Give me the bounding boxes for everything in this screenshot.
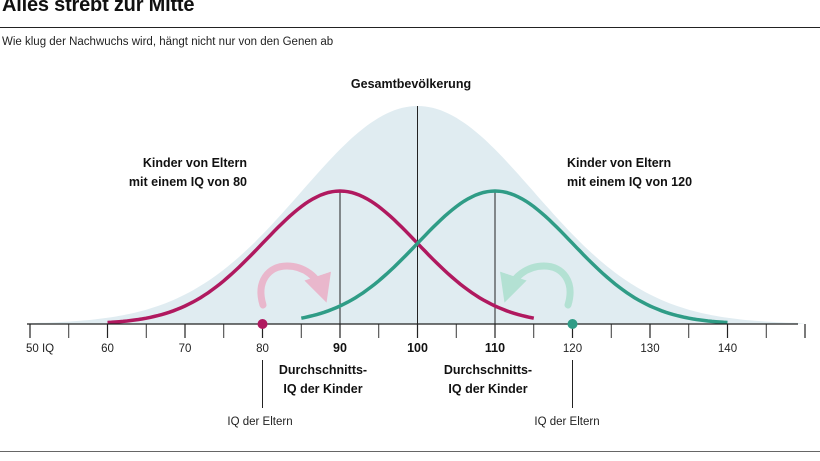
x-tick-label-140: 140 [718,343,737,355]
x-tick-label-130: 130 [640,343,659,355]
x-tick-label-110: 110 [485,341,505,355]
curve-children-parents-120 [300,189,728,325]
x-tick-label-120: 120 [563,343,582,355]
population-label: Gesamtbevölkerung [351,77,471,91]
parent-iq-label-120: IQ der Eltern [534,416,599,428]
x-tick-label-60: 60 [101,343,114,355]
population-area [27,106,805,324]
right-group-label-line1: Kinder von Eltern [567,156,671,170]
chart-title: Alles strebt zur Mitte [2,0,195,16]
x-tick-label-80: 80 [256,343,269,355]
parent-iq-label-80: IQ der Eltern [227,416,292,428]
regression-arrow-120 [500,262,574,309]
child-mean-label-110-line1: Durchschnitts- [444,363,532,377]
left-group-label-line2: mit einem IQ von 80 [129,175,247,189]
chart-subtitle: Wie klug der Nachwuchs wird, hängt nicht… [2,36,334,48]
left-group-label-line1: Kinder von Eltern [143,156,247,170]
x-tick-label-90: 90 [333,341,347,355]
x-tick-label-50: 50 IQ [26,343,54,355]
footer-rule [0,451,820,452]
right-group-label-line2: mit einem IQ von 120 [567,175,692,189]
curve-children-parents-80 [107,189,535,325]
regression-arrow-80 [257,262,331,309]
parent-iq-point-80 [257,319,268,329]
parent-iq-point-120 [567,319,578,329]
child-mean-label-90-line2: IQ der Kinder [283,382,362,396]
title-rule [0,27,820,28]
x-axis-ticks: 50 IQ 60 70 80 90 100 110 120 130 140 [26,324,806,355]
x-tick-label-70: 70 [179,343,192,355]
child-mean-label-90-line1: Durchschnitts- [279,363,367,377]
child-mean-label-110-line2: IQ der Kinder [448,382,527,396]
x-tick-label-100: 100 [407,341,428,355]
